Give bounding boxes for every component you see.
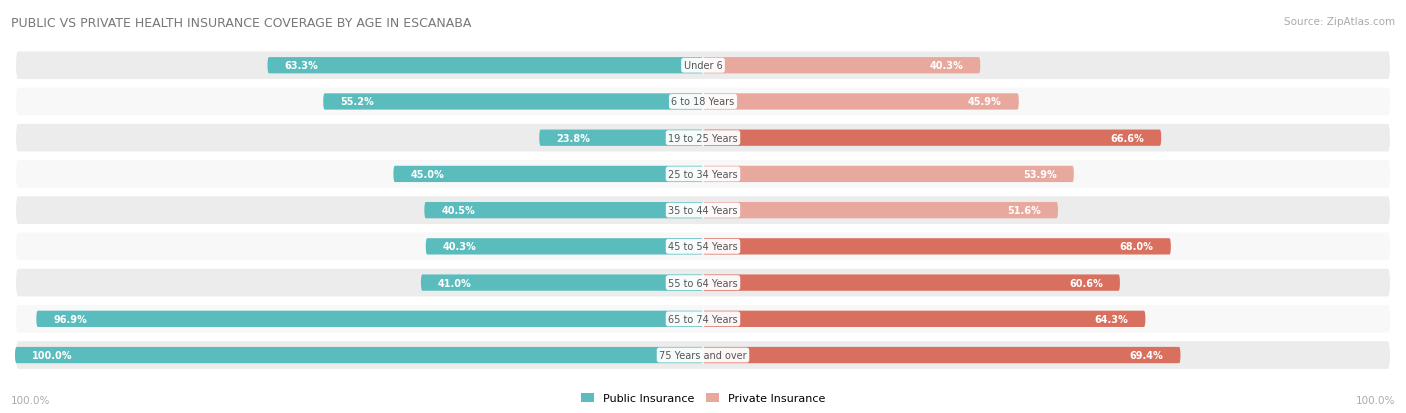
Text: 65 to 74 Years: 65 to 74 Years: [668, 314, 738, 324]
FancyBboxPatch shape: [267, 58, 703, 74]
Text: 63.3%: 63.3%: [284, 61, 318, 71]
Text: 40.3%: 40.3%: [929, 61, 963, 71]
FancyBboxPatch shape: [394, 166, 703, 183]
FancyBboxPatch shape: [15, 347, 703, 363]
FancyBboxPatch shape: [540, 130, 703, 147]
Text: 51.6%: 51.6%: [1007, 206, 1040, 216]
Text: 60.6%: 60.6%: [1069, 278, 1102, 288]
FancyBboxPatch shape: [703, 311, 1146, 327]
Text: 40.5%: 40.5%: [441, 206, 475, 216]
Text: 68.0%: 68.0%: [1119, 242, 1154, 252]
FancyBboxPatch shape: [15, 304, 1391, 334]
Text: 66.6%: 66.6%: [1111, 133, 1144, 143]
FancyBboxPatch shape: [425, 202, 703, 219]
Text: 23.8%: 23.8%: [557, 133, 591, 143]
FancyBboxPatch shape: [323, 94, 703, 110]
FancyBboxPatch shape: [703, 166, 1074, 183]
Text: 69.4%: 69.4%: [1129, 350, 1163, 360]
FancyBboxPatch shape: [420, 275, 703, 291]
Text: 64.3%: 64.3%: [1094, 314, 1128, 324]
FancyBboxPatch shape: [15, 268, 1391, 298]
FancyBboxPatch shape: [15, 232, 1391, 261]
FancyBboxPatch shape: [15, 51, 1391, 81]
Text: 53.9%: 53.9%: [1024, 169, 1057, 180]
Text: 100.0%: 100.0%: [32, 350, 73, 360]
Text: 25 to 34 Years: 25 to 34 Years: [668, 169, 738, 180]
FancyBboxPatch shape: [15, 88, 1391, 117]
Text: 100.0%: 100.0%: [1355, 395, 1395, 405]
Text: PUBLIC VS PRIVATE HEALTH INSURANCE COVERAGE BY AGE IN ESCANABA: PUBLIC VS PRIVATE HEALTH INSURANCE COVER…: [11, 17, 471, 29]
Text: 45.0%: 45.0%: [411, 169, 444, 180]
Text: 19 to 25 Years: 19 to 25 Years: [668, 133, 738, 143]
FancyBboxPatch shape: [703, 94, 1019, 110]
Text: 41.0%: 41.0%: [439, 278, 472, 288]
FancyBboxPatch shape: [703, 239, 1171, 255]
Text: 100.0%: 100.0%: [11, 395, 51, 405]
Text: 55 to 64 Years: 55 to 64 Years: [668, 278, 738, 288]
Text: 45.9%: 45.9%: [967, 97, 1001, 107]
Text: 35 to 44 Years: 35 to 44 Years: [668, 206, 738, 216]
FancyBboxPatch shape: [703, 275, 1121, 291]
Text: Under 6: Under 6: [683, 61, 723, 71]
Text: Source: ZipAtlas.com: Source: ZipAtlas.com: [1284, 17, 1395, 26]
FancyBboxPatch shape: [703, 58, 980, 74]
Text: 45 to 54 Years: 45 to 54 Years: [668, 242, 738, 252]
Text: 6 to 18 Years: 6 to 18 Years: [672, 97, 734, 107]
FancyBboxPatch shape: [15, 340, 1391, 370]
FancyBboxPatch shape: [15, 196, 1391, 225]
FancyBboxPatch shape: [37, 311, 703, 327]
FancyBboxPatch shape: [703, 202, 1057, 219]
FancyBboxPatch shape: [15, 123, 1391, 153]
FancyBboxPatch shape: [15, 160, 1391, 189]
Text: 75 Years and over: 75 Years and over: [659, 350, 747, 360]
FancyBboxPatch shape: [426, 239, 703, 255]
Text: 40.3%: 40.3%: [443, 242, 477, 252]
FancyBboxPatch shape: [703, 130, 1161, 147]
Text: 96.9%: 96.9%: [53, 314, 87, 324]
Text: 55.2%: 55.2%: [340, 97, 374, 107]
FancyBboxPatch shape: [703, 347, 1181, 363]
Legend: Public Insurance, Private Insurance: Public Insurance, Private Insurance: [576, 388, 830, 408]
